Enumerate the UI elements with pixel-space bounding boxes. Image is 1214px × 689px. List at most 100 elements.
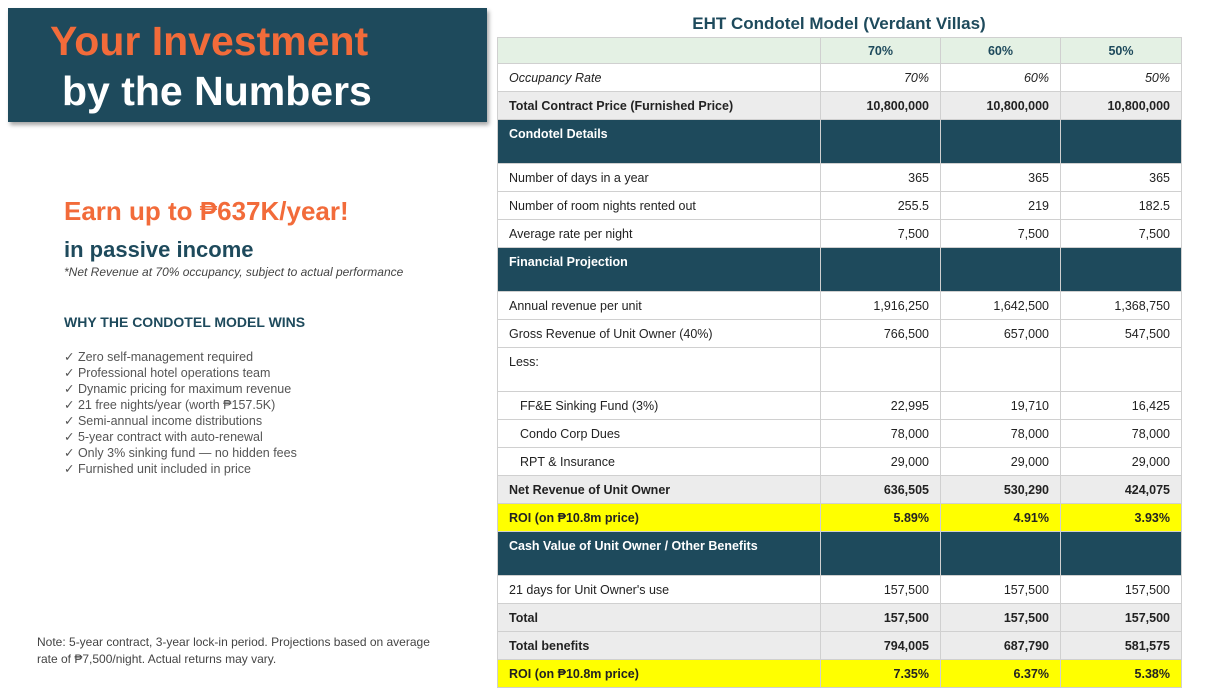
empty-cell — [940, 119, 1061, 164]
value-cell: 5.38% — [1060, 659, 1182, 688]
empty-cell — [1060, 247, 1182, 292]
table-row: 21 days for Unit Owner's use 157,500 157,5… — [497, 575, 1182, 604]
benefit-item: ✓ Furnished unit included in price — [64, 462, 251, 476]
value-cell: 581,575 — [1060, 631, 1182, 660]
subheadline: in passive income — [64, 237, 254, 262]
empty-cell — [940, 347, 1061, 392]
value-cell: 60% — [940, 63, 1061, 92]
column-header: 50% — [1060, 37, 1182, 64]
value-cell: 16,425 — [1060, 391, 1182, 420]
row-label: ROI (on ₱10.8m price) — [497, 503, 821, 532]
row-label: Less: — [497, 347, 821, 392]
value-cell: 157,500 — [940, 603, 1061, 632]
row-label: Average rate per night — [497, 219, 821, 248]
benefit-item: ✓ Professional hotel operations team — [64, 366, 271, 380]
value-cell: 29,000 — [1060, 447, 1182, 476]
table-row: Total Contract Price (Furnished Price) 10… — [497, 91, 1182, 120]
value-cell: 22,995 — [820, 391, 941, 420]
value-cell: 70% — [820, 63, 941, 92]
table-row: Total 157,500 157,500 157,500 — [497, 603, 1182, 632]
row-label: Annual revenue per unit — [497, 291, 821, 320]
table-row: Financial Projection — [497, 247, 1182, 292]
table-row: RPT & Insurance 29,000 29,000 29,000 — [497, 447, 1182, 476]
value-cell: 4.91% — [940, 503, 1061, 532]
value-cell: 157,500 — [1060, 603, 1182, 632]
value-cell: 365 — [940, 163, 1061, 192]
row-label: Financial Projection — [497, 247, 821, 292]
table-row: Condo Corp Dues 78,000 78,000 78,000 — [497, 419, 1182, 448]
table-row: Annual revenue per unit 1,916,250 1,642,50… — [497, 291, 1182, 320]
row-label: Total Contract Price (Furnished Price) — [497, 91, 821, 120]
row-label: Condo Corp Dues — [497, 419, 821, 448]
title-line: Your Investment — [50, 18, 369, 64]
value-cell: 687,790 — [940, 631, 1061, 660]
table-row: Condotel Details — [497, 119, 1182, 164]
header-row: 70% 60% 50% — [497, 37, 1182, 64]
value-cell: 365 — [820, 163, 941, 192]
value-cell: 10,800,000 — [940, 91, 1061, 120]
value-cell: 1,368,750 — [1060, 291, 1182, 320]
value-cell: 657,000 — [940, 319, 1061, 348]
value-cell: 5.89% — [820, 503, 941, 532]
value-cell: 766,500 — [820, 319, 941, 348]
value-cell: 19,710 — [940, 391, 1061, 420]
row-label: RPT & Insurance — [497, 447, 821, 476]
value-cell: 157,500 — [1060, 575, 1182, 604]
table-row: Total benefits 794,005 687,790 581,575 — [497, 631, 1182, 660]
value-cell: 182.5 — [1060, 191, 1182, 220]
row-label: Condotel Details — [497, 119, 821, 164]
value-cell: 7.35% — [820, 659, 941, 688]
value-cell: 1,642,500 — [940, 291, 1061, 320]
row-label: 21 days for Unit Owner's use — [497, 575, 821, 604]
value-cell: 636,505 — [820, 475, 941, 504]
empty-cell — [820, 119, 941, 164]
benefit-item: ✓ Only 3% sinking fund — no hidden fees — [64, 446, 297, 460]
table-row: Gross Revenue of Unit Owner (40%) 766,500… — [497, 319, 1182, 348]
table-row: ROI (on ₱10.8m price) 5.89% 4.91% 3.93% — [497, 503, 1182, 532]
table-row: ROI (on ₱10.8m price) 7.35% 6.37% 5.38% — [497, 659, 1182, 688]
benefit-item: ✓ Semi-annual income distributions — [64, 414, 263, 428]
footnote: *Net Revenue at 70% occupancy, subject t… — [64, 265, 404, 279]
value-cell: 3.93% — [1060, 503, 1182, 532]
table-title: EHT Condotel Model (Verdant Villas) — [692, 14, 986, 33]
value-cell: 157,500 — [820, 575, 941, 604]
empty-cell — [940, 247, 1061, 292]
table-row: Cash Value of Unit Owner / Other Benefit… — [497, 531, 1182, 576]
empty-cell — [940, 531, 1061, 576]
headline: Earn up to ₱637K/year! — [64, 196, 349, 226]
empty-cell — [1060, 347, 1182, 392]
row-label: Occupancy Rate — [497, 63, 821, 92]
value-cell: 255.5 — [820, 191, 941, 220]
row-label: Cash Value of Unit Owner / Other Benefit… — [497, 531, 821, 576]
note: Note: 5-year contract, 3-year lock-in pe… — [37, 635, 430, 666]
row-label: Number of days in a year — [497, 163, 821, 192]
header-cell — [497, 37, 821, 64]
value-cell: 29,000 — [940, 447, 1061, 476]
row-label: Gross Revenue of Unit Owner (40%) — [497, 319, 821, 348]
value-cell: 78,000 — [820, 419, 941, 448]
table-row: FF&E Sinking Fund (3%) 22,995 19,710 16,425 — [497, 391, 1182, 420]
table-row: Number of room nights rented out 255.5 219… — [497, 191, 1182, 220]
value-cell: 10,800,000 — [1060, 91, 1182, 120]
empty-cell — [820, 347, 941, 392]
benefit-item: ✓ Zero self-management required — [64, 350, 254, 364]
value-cell: 29,000 — [820, 447, 941, 476]
benefits-list: ✓ Zero self-management required ✓ Profess… — [64, 349, 297, 477]
projection-table: 70% 60% 50% Occupancy Rate 70% 60% 50% Total Co… — [497, 37, 1182, 688]
benefits-title: WHY THE CONDOTEL MODEL WINS — [64, 314, 306, 330]
table-row: Occupancy Rate 70% 60% 50% — [497, 63, 1182, 92]
column-header: 60% — [940, 37, 1061, 64]
row-label: Total — [497, 603, 821, 632]
value-cell: 78,000 — [940, 419, 1061, 448]
title-line: by the Numbers — [62, 68, 372, 114]
benefit-item: ✓ 21 free nights/year (worth ₱157.5K) — [64, 398, 276, 412]
value-cell: 10,800,000 — [820, 91, 941, 120]
table-row: Less: — [497, 347, 1182, 392]
empty-cell — [820, 247, 941, 292]
value-cell: 7,500 — [1060, 219, 1182, 248]
value-cell: 424,075 — [1060, 475, 1182, 504]
row-label: Number of room nights rented out — [497, 191, 821, 220]
value-cell: 157,500 — [940, 575, 1061, 604]
value-cell: 6.37% — [940, 659, 1061, 688]
